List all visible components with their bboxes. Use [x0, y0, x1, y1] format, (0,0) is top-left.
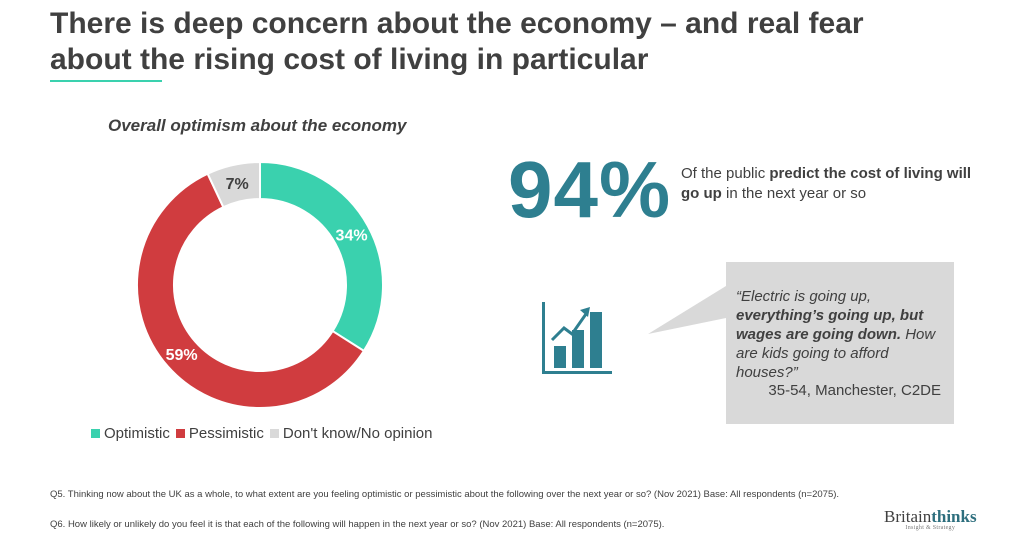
legend-item-pessimistic: Pessimistic [175, 425, 264, 442]
brand-name-part-2: thinks [931, 507, 977, 526]
donut-slice-optimistic [259, 160, 384, 353]
legend-label-optimistic: Optimistic [104, 425, 170, 442]
brand-logo: Britainthinks Insight & Strategy [884, 507, 977, 531]
icon-bar-2 [572, 330, 584, 368]
slide-title-line-2: about the rising cost of living in parti… [50, 43, 649, 76]
speech-bubble [648, 262, 954, 424]
icon-axis-x [542, 371, 612, 374]
legend-label-pessimistic: Pessimistic [188, 425, 264, 442]
donut-slice-don-t-know-no-opinion [206, 160, 261, 209]
legend-item-don-t-know-no-opinion: Don't know/No opinion [269, 425, 433, 442]
stat-text-bold: predict the cost of living will go up [681, 165, 972, 202]
brand-name-part-1: Britain [884, 507, 932, 526]
stat-value: 94% [508, 145, 672, 234]
donut-label-optimistic: 34% [336, 228, 368, 245]
quote-part-1: “Electric is going up, [736, 288, 872, 305]
rising-bar-chart-icon [542, 302, 612, 374]
stat-text-post: in the next year or so [721, 185, 867, 202]
icon-trend-arrowhead [580, 307, 590, 317]
donut-label-don-t-know-no-opinion: 7% [226, 176, 249, 193]
legend-swatch-don-t-know-no-opinion [269, 429, 279, 438]
footnote-q5: Q5. Thinking now about the UK as a whole… [50, 489, 840, 500]
brand-name: Britainthinks [884, 507, 977, 527]
speech-bubble-shape [648, 262, 954, 424]
chart-legend: Optimistic Pessimistic Don't know/No opini… [91, 425, 438, 442]
title-underline [50, 80, 162, 82]
slide-title: There is deep concern about the economy … [50, 6, 990, 78]
legend-label-don-t-know-no-opinion: Don't know/No opinion [282, 425, 433, 442]
legend-item-optimistic: Optimistic [91, 425, 170, 442]
donut-label-pessimistic: 59% [166, 347, 198, 364]
footnote-q6: Q6. How likely or unlikely do you feel i… [50, 519, 665, 530]
brand-tagline: Insight & Strategy [905, 525, 956, 531]
icon-axis-y [542, 302, 545, 374]
donut-chart: 34% 59% 7% [136, 160, 384, 409]
quote-attribution: 35-54, Manchester, C2DE [768, 382, 941, 399]
donut-slice-pessimistic [136, 172, 366, 409]
chart-title: Overall optimism about the economy [108, 116, 407, 135]
legend-swatch-optimistic [91, 429, 100, 438]
quote-text: “Electric is going up, everything’s goin… [736, 287, 941, 382]
legend-swatch-pessimistic [175, 429, 185, 438]
icon-trend-line [550, 313, 588, 342]
icon-bar-1 [554, 346, 566, 368]
slide-title-line-1: There is deep concern about the economy … [50, 7, 864, 40]
stat-text-pre: Of the public [681, 165, 770, 182]
quote-part-2: How are kids going to afford houses?” [736, 326, 936, 381]
stat-description: Of the public predict the cost of living… [681, 164, 981, 204]
quote-part-bold: everything’s going up, but wages are goi… [736, 307, 924, 343]
icon-shapes [542, 302, 612, 374]
icon-bar-3 [590, 312, 602, 368]
